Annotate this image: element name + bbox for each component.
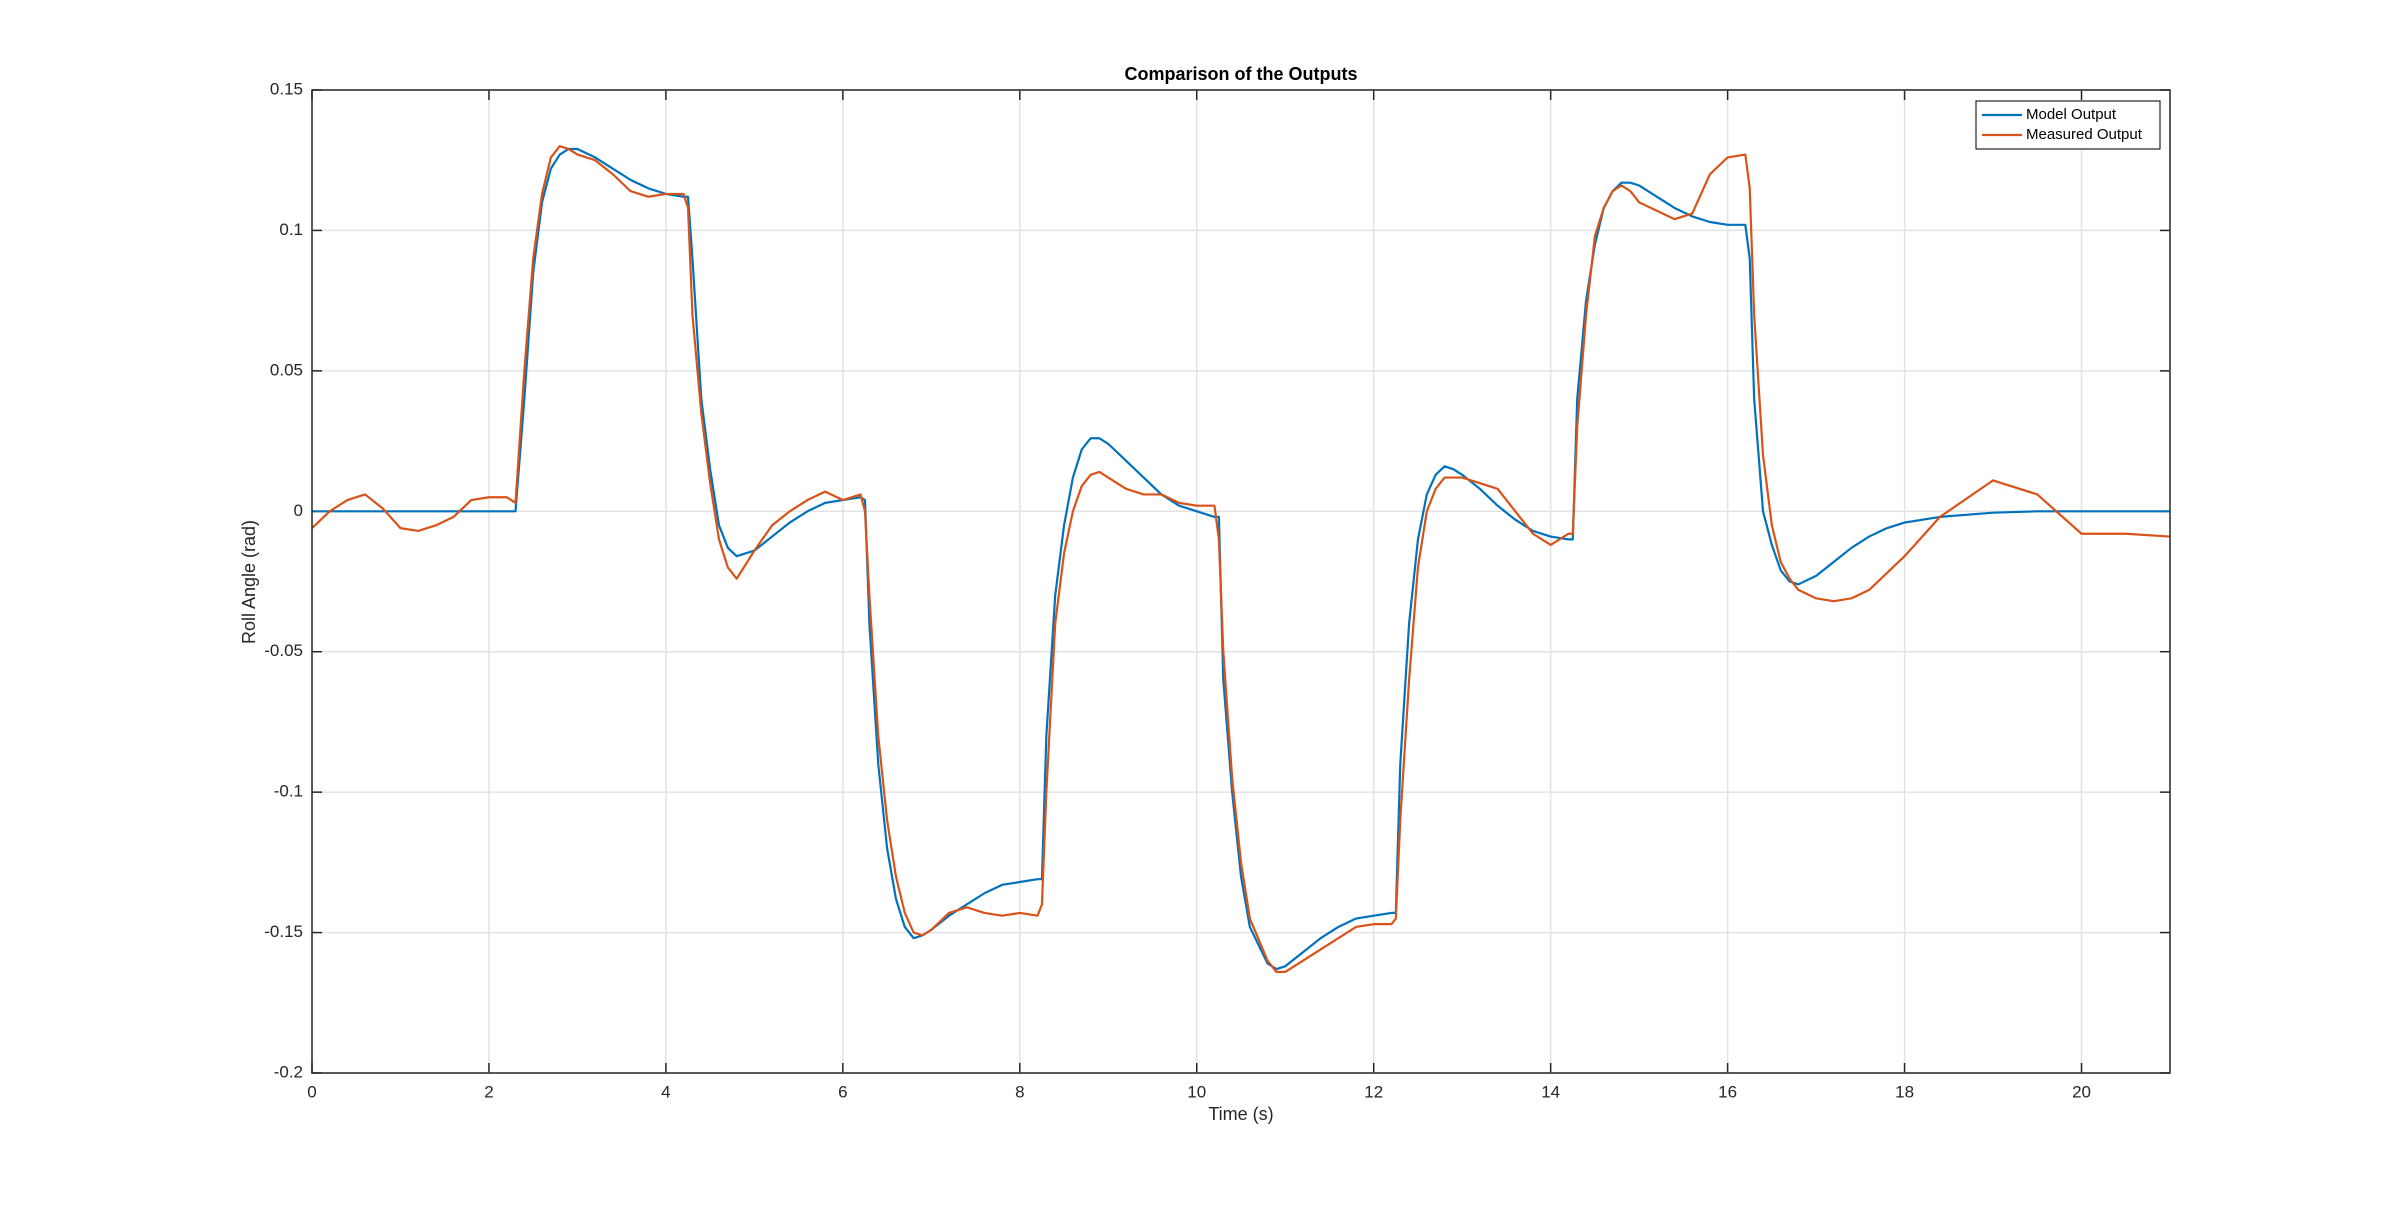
x-tick-label: 14 — [1541, 1082, 1560, 1101]
legend-box — [1975, 100, 2161, 150]
chart-title: Comparison of the Outputs — [1125, 64, 1358, 84]
y-tick-label: -0.05 — [264, 641, 303, 660]
x-tick-label: 16 — [1718, 1082, 1737, 1101]
axes-box — [311, 89, 2171, 1074]
y-tick-label: 0.1 — [279, 220, 303, 239]
y-axis-label: Roll Angle (rad) — [239, 520, 259, 644]
x-axis-label: Time (s) — [1208, 1104, 1273, 1124]
x-tick-label: 0 — [307, 1082, 316, 1101]
x-tick-label: 4 — [661, 1082, 670, 1101]
x-tick-label: 8 — [1015, 1082, 1024, 1101]
x-tick-label: 20 — [2072, 1082, 2091, 1101]
y-tick-label: 0.15 — [270, 79, 303, 98]
y-tick-label: -0.2 — [274, 1062, 303, 1081]
x-tick-label: 10 — [1187, 1082, 1206, 1101]
y-tick-label: 0 — [294, 501, 303, 520]
x-tick-label: 18 — [1895, 1082, 1914, 1101]
y-tick-label: -0.15 — [264, 922, 303, 941]
legend-label: Measured Output — [2026, 126, 2143, 143]
x-tick-label: 2 — [484, 1082, 493, 1101]
x-tick-label: 12 — [1364, 1082, 1383, 1101]
legend-label: Model Output — [2026, 106, 2117, 123]
line-series — [311, 145, 2171, 973]
y-tick-label: 0.05 — [270, 360, 303, 379]
legend: Model Output Measured Output — [1975, 100, 2161, 150]
x-tick-label: 6 — [838, 1082, 847, 1101]
y-tick-label: -0.1 — [274, 782, 303, 801]
